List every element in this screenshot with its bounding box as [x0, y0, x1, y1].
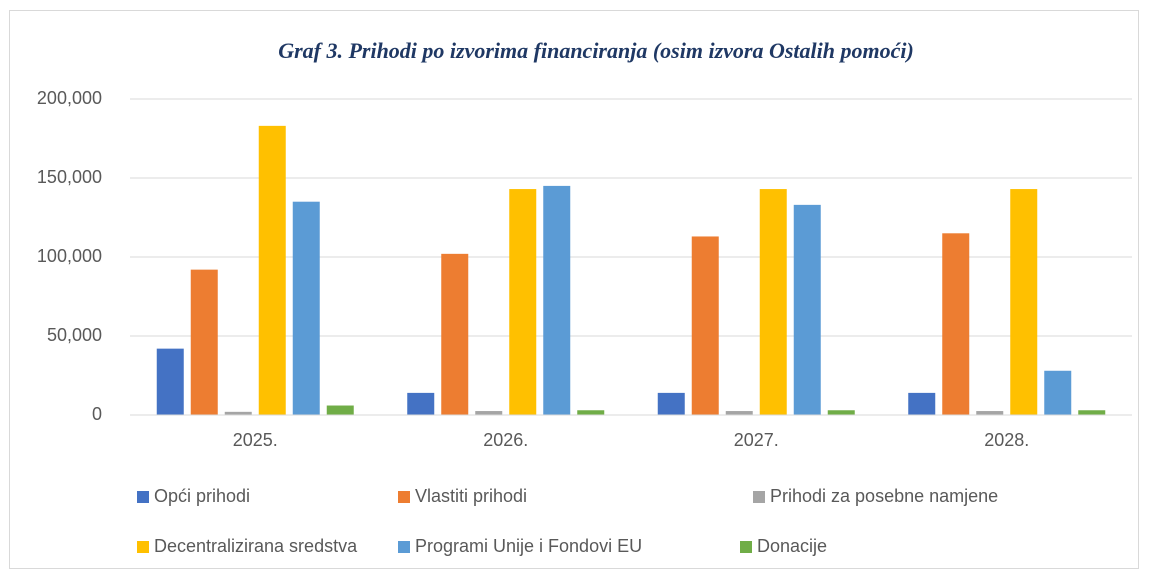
bar	[1010, 189, 1038, 415]
bar	[326, 405, 354, 415]
y-tick-label: 100,000	[37, 246, 102, 266]
y-tick-label: 0	[92, 404, 102, 424]
bar	[292, 201, 320, 415]
bar	[942, 233, 970, 415]
y-tick-label: 150,000	[37, 167, 102, 187]
bar	[475, 411, 503, 415]
legend-swatch	[753, 491, 765, 503]
bar	[691, 236, 719, 415]
legend-label: Decentralizirana sredstva	[154, 536, 358, 556]
legend-label: Donacije	[757, 536, 827, 556]
bar	[1044, 370, 1072, 415]
bar	[976, 411, 1004, 415]
legend-label: Opći prihodi	[154, 486, 250, 506]
bar	[543, 185, 571, 415]
bar	[224, 411, 252, 415]
legend-swatch	[137, 541, 149, 553]
x-tick-label: 2028.	[984, 430, 1029, 450]
legend-swatch	[740, 541, 752, 553]
bar	[156, 348, 184, 415]
bar	[258, 125, 286, 416]
legend-label: Programi Unije i Fondovi EU	[415, 536, 642, 556]
legend-label: Vlastiti prihodi	[415, 486, 527, 506]
bar	[827, 410, 855, 415]
bar	[1078, 410, 1106, 415]
x-tick-label: 2025.	[233, 430, 278, 450]
x-tick-label: 2026.	[483, 430, 528, 450]
bar	[577, 410, 605, 415]
bar	[190, 269, 218, 415]
bar	[657, 392, 685, 415]
bar	[759, 189, 787, 415]
legend-swatch	[137, 491, 149, 503]
bar	[407, 392, 435, 415]
bar	[725, 411, 753, 415]
bar	[509, 189, 537, 415]
y-tick-label: 50,000	[47, 325, 102, 345]
bar	[793, 204, 821, 415]
legend-swatch	[398, 491, 410, 503]
legend-swatch	[398, 541, 410, 553]
bar	[441, 253, 469, 415]
chart-title: Graf 3. Prihodi po izvorima financiranja…	[278, 38, 914, 63]
legend-label: Prihodi za posebne namjene	[770, 486, 998, 506]
bar	[908, 392, 936, 415]
y-tick-label: 200,000	[37, 88, 102, 108]
x-tick-label: 2027.	[734, 430, 779, 450]
